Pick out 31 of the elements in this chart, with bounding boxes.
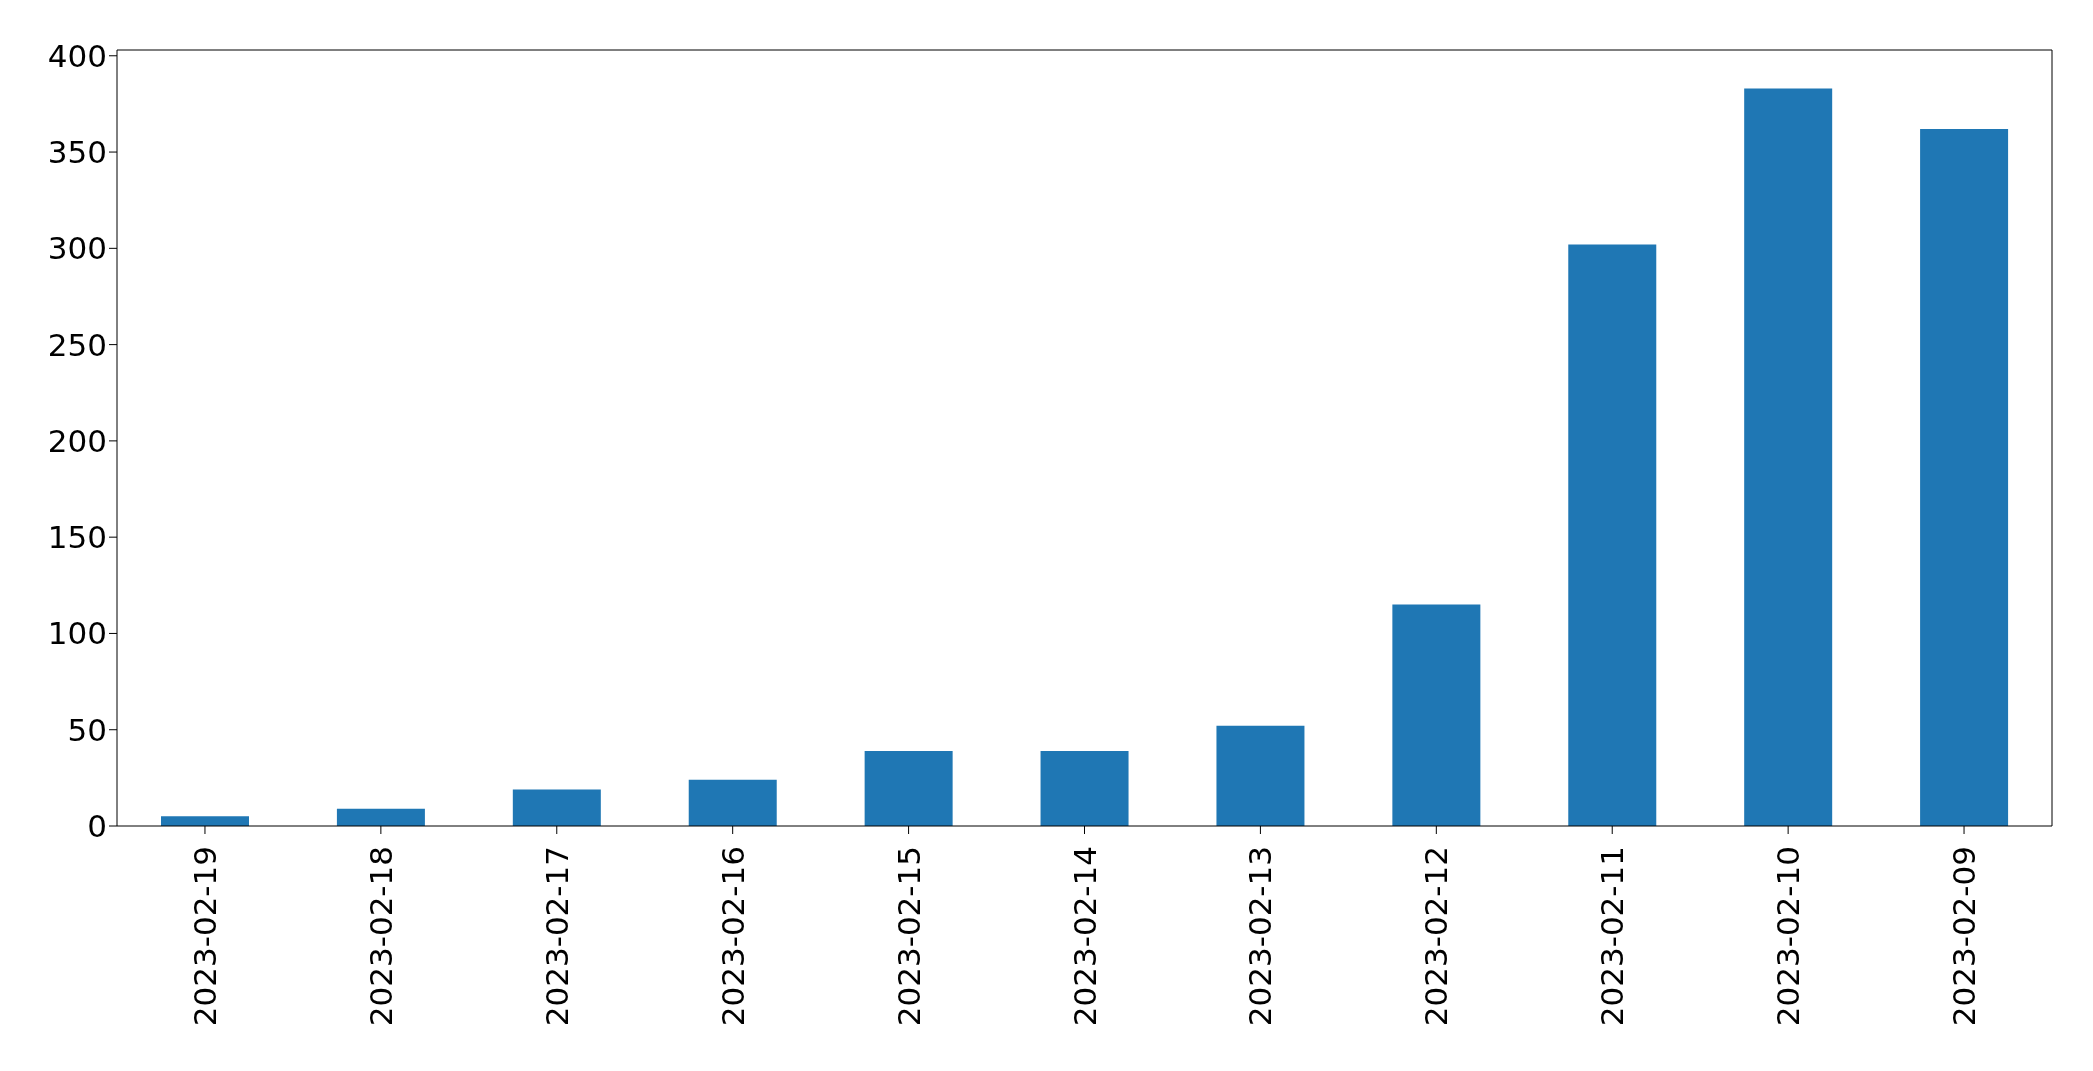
y-tick-label: 0 — [87, 808, 107, 845]
x-tick-label: 2023-02-14 — [1066, 846, 1103, 1027]
bar — [336, 808, 425, 826]
y-tick-label: 250 — [47, 326, 107, 363]
y-tick-label: 100 — [47, 615, 107, 652]
bar — [1392, 604, 1481, 826]
bar — [1744, 88, 1833, 826]
x-tick-label: 2023-02-15 — [890, 846, 927, 1027]
y-tick-label: 50 — [67, 711, 107, 748]
x-tick-label: 2023-02-18 — [362, 846, 399, 1027]
y-tick-label: 200 — [47, 422, 107, 459]
y-tick-label: 350 — [47, 134, 107, 171]
y-tick-label: 400 — [47, 37, 107, 74]
bar — [688, 779, 777, 826]
bar — [161, 816, 249, 826]
x-tick-label: 2023-02-17 — [538, 846, 575, 1027]
y-tick-label: 300 — [47, 230, 107, 267]
x-tick-label: 2023-02-11 — [1594, 846, 1631, 1027]
bar — [864, 750, 953, 826]
x-tick-label: 2023-02-10 — [1770, 846, 1807, 1027]
x-tick-label: 2023-02-16 — [714, 846, 751, 1027]
x-tick-label: 2023-02-19 — [186, 846, 223, 1027]
bar — [1568, 244, 1657, 826]
bar — [1040, 750, 1129, 826]
x-tick-label: 2023-02-13 — [1242, 846, 1279, 1027]
bar — [512, 789, 601, 826]
bar — [1920, 128, 2009, 826]
y-tick-label: 150 — [47, 519, 107, 556]
x-tick-label: 2023-02-12 — [1418, 846, 1455, 1027]
x-tick-label: 2023-02-09 — [1946, 846, 1983, 1027]
bar — [1216, 725, 1305, 826]
